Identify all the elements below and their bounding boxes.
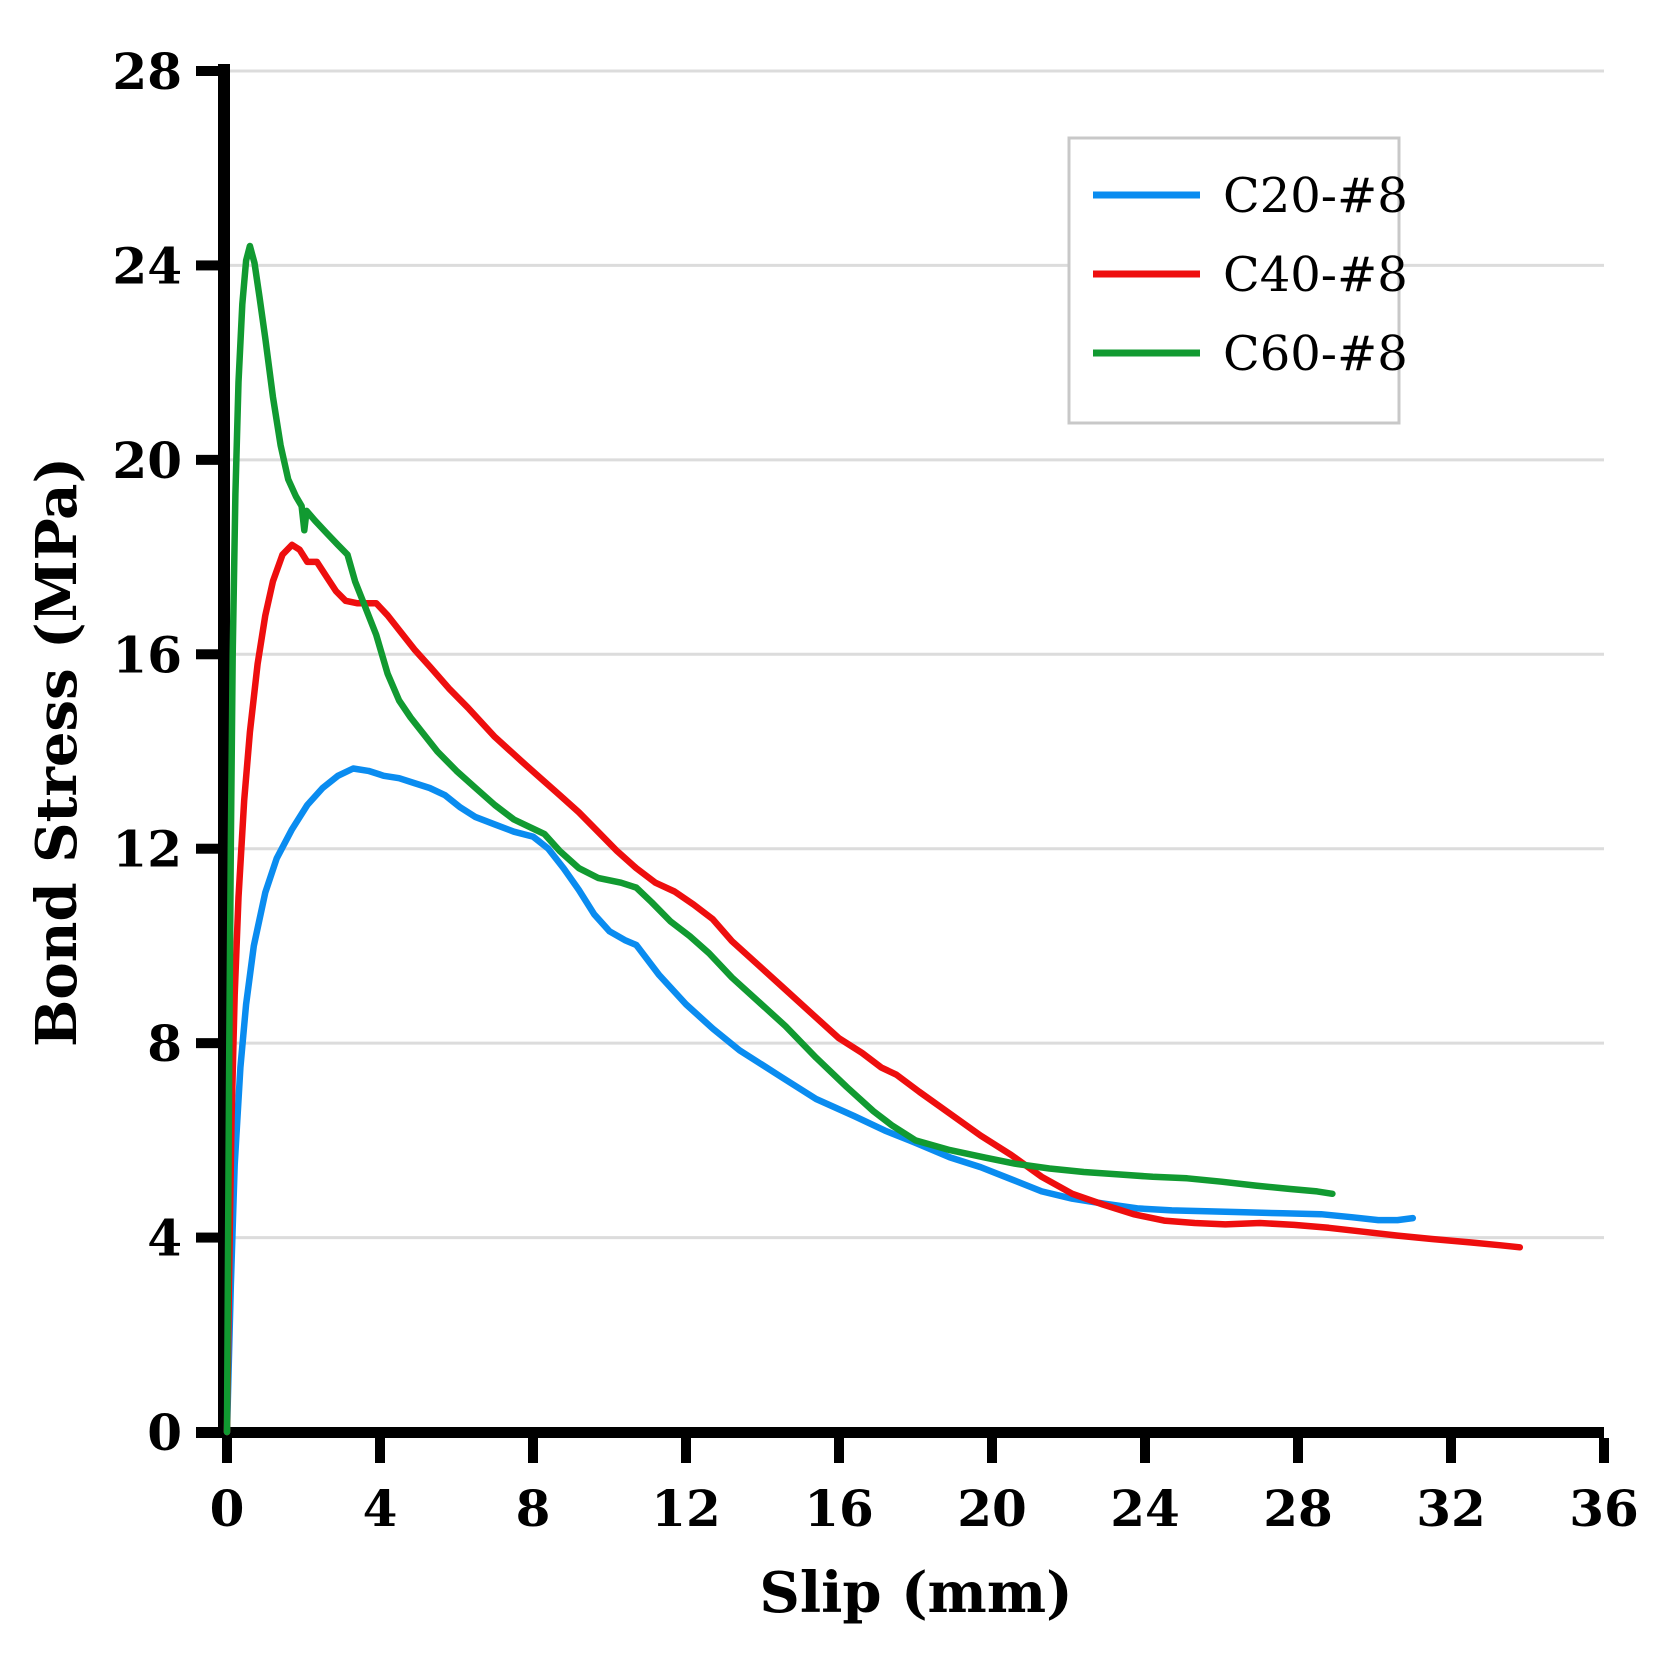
x-tick-label-32: 32 [1416,1479,1486,1538]
axis-ticks [196,66,1609,1463]
axis-tick-labels: 0 4 8 12 16 20 24 28 0 4 8 12 16 20 24 28 32 36 [112,42,1638,1538]
series-line-c20-8 [223,765,1417,1436]
series-line-c40-8 [223,541,1524,1436]
y-tick-0 [196,1427,220,1437]
x-tick-label-20: 20 [957,1479,1027,1538]
x-tick-0 [222,1438,232,1463]
x-tick-label-24: 24 [1110,1479,1180,1538]
data-series [223,242,1524,1436]
y-tick-label-24: 24 [112,236,182,295]
x-tick-label-16: 16 [804,1479,874,1538]
y-tick-label-4: 4 [147,1209,182,1268]
legend-item-c40-8: C40-#8 [1093,247,1408,303]
x-tick-20 [987,1438,997,1463]
y-tick-28 [196,66,220,76]
y-tick-label-0: 0 [147,1403,182,1462]
y-axis-title: Bond Stress (MPa) [24,457,90,1047]
y-tick-24 [196,260,220,271]
x-tick-32 [1446,1438,1456,1463]
legend-item-c60-8: C60-#8 [1093,326,1408,382]
x-tick-label-12: 12 [651,1479,721,1538]
x-tick-16 [834,1438,844,1463]
y-tick-label-28: 28 [112,42,182,101]
y-tick-8 [196,1038,220,1049]
legend-item-c20-8: C20-#8 [1093,168,1408,224]
x-tick-4 [375,1438,385,1463]
legend: C20-#8 C40-#8 C60-#8 [1067,136,1408,425]
x-tick-12 [681,1438,691,1463]
legend-box [1067,136,1401,425]
series-line-c60-8 [223,242,1336,1436]
y-tick-20 [196,454,220,465]
x-axis-line [196,1427,1604,1438]
y-tick-12 [196,843,220,854]
y-tick-label-20: 20 [112,431,182,490]
y-tick-label-8: 8 [147,1014,182,1073]
x-tick-36 [1599,1438,1609,1463]
legend-label-c60-8: C60-#8 [1223,326,1408,382]
x-tick-label-28: 28 [1263,1479,1333,1538]
y-tick-4 [196,1232,220,1243]
x-tick-label-36: 36 [1569,1479,1639,1538]
x-axis-title: Slip (mm) [759,1560,1072,1626]
x-tick-label-8: 8 [516,1479,551,1538]
legend-label-c40-8: C40-#8 [1223,247,1408,303]
x-tick-28 [1293,1438,1303,1463]
gridlines [227,69,1604,1240]
x-tick-label-4: 4 [363,1479,398,1538]
x-tick-8 [528,1438,538,1463]
y-tick-label-16: 16 [112,625,182,684]
y-tick-label-12: 12 [112,820,182,879]
x-tick-label-0: 0 [210,1479,245,1538]
y-tick-16 [196,649,220,660]
x-tick-24 [1140,1438,1150,1463]
legend-label-c20-8: C20-#8 [1223,168,1408,224]
